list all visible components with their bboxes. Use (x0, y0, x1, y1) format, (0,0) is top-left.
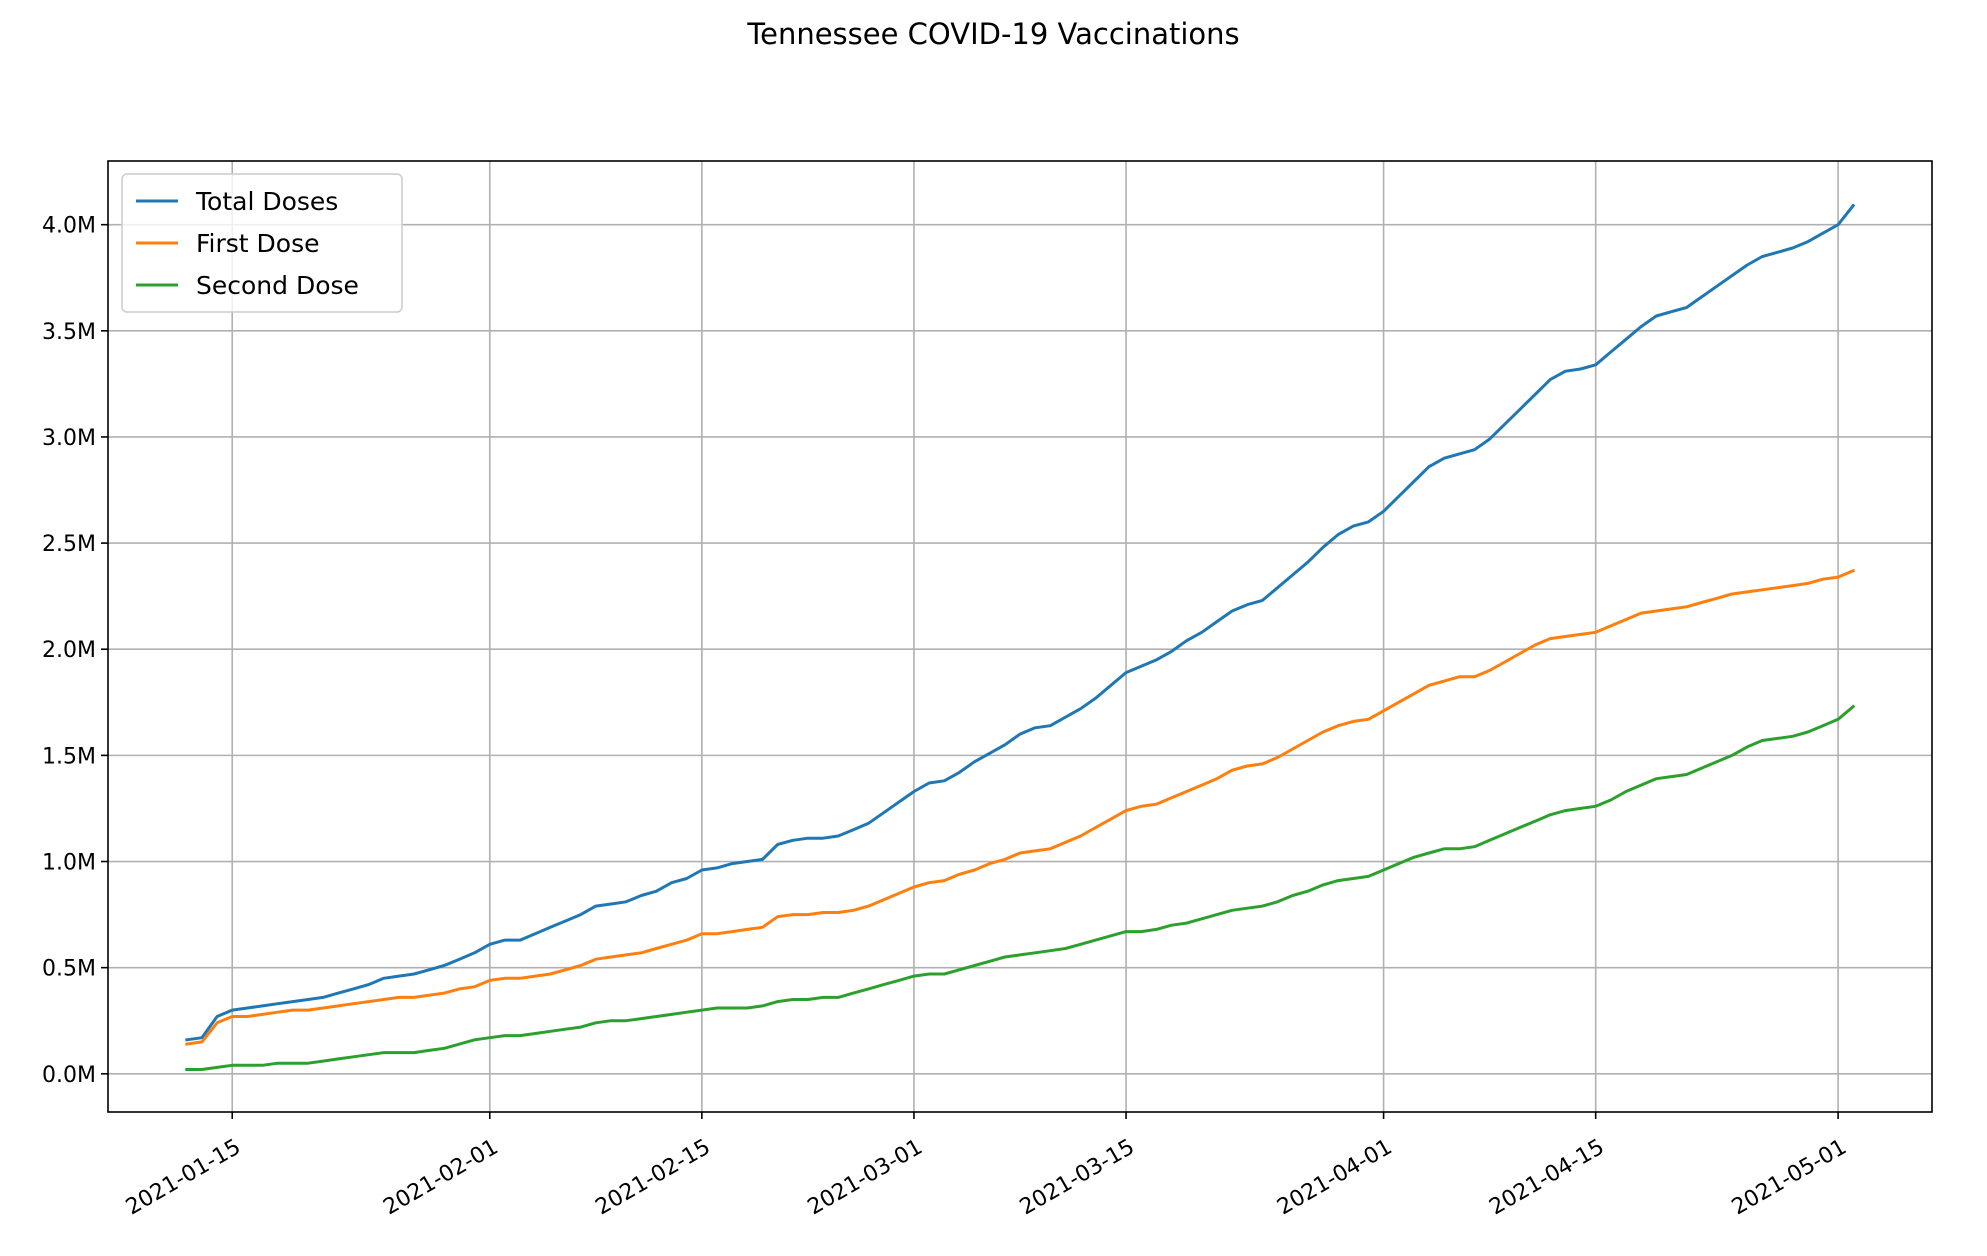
x-tick-label: 2021-03-15 (1016, 1135, 1139, 1221)
chart-title: Tennessee COVID-19 Vaccinations (746, 17, 1239, 51)
series-line-second-dose (185, 704, 1856, 1071)
plot-area-frame (107, 160, 1933, 1113)
y-tick-label: 2.0M (42, 638, 96, 663)
y-tick-label: 3.5M (42, 320, 96, 345)
x-tick-label: 2021-01-15 (122, 1135, 245, 1221)
legend-label: Second Dose (196, 271, 359, 300)
series-line-total-doses (185, 203, 1856, 1042)
legend: Total Doses First Dose Second Dose (121, 173, 403, 313)
y-tick-label: 0.0M (42, 1063, 96, 1088)
x-tick-label: 2021-02-01 (379, 1135, 502, 1221)
y-tick-label: 4.0M (42, 214, 96, 239)
y-axis: 0.0M 0.5M 1.0M 1.5M 2.0M 2.5M 3.0M 3.5M 4.0M (42, 214, 108, 1088)
x-tick-label: 2021-04-15 (1485, 1135, 1608, 1221)
y-tick-label: 1.0M (42, 851, 96, 876)
grid (108, 161, 1932, 1112)
x-tick-label: 2021-02-15 (592, 1135, 715, 1221)
series-line-first-dose (185, 568, 1856, 1046)
series-lines (185, 203, 1856, 1071)
x-tick-label: 2021-03-01 (804, 1135, 927, 1221)
y-tick-label: 2.5M (42, 532, 96, 557)
y-tick-label: 1.5M (42, 744, 96, 769)
x-tick-label: 2021-05-01 (1728, 1135, 1851, 1221)
y-tick-label: 0.5M (42, 957, 96, 982)
legend-box (121, 173, 403, 313)
y-tick-label: 3.0M (42, 426, 96, 451)
legend-label: Total Doses (195, 187, 338, 216)
x-axis: 2021-01-15 2021-02-01 2021-02-15 2021-03-01… (122, 1112, 1851, 1220)
x-tick-label: 2021-04-01 (1273, 1135, 1396, 1221)
legend-label: First Dose (196, 229, 320, 258)
